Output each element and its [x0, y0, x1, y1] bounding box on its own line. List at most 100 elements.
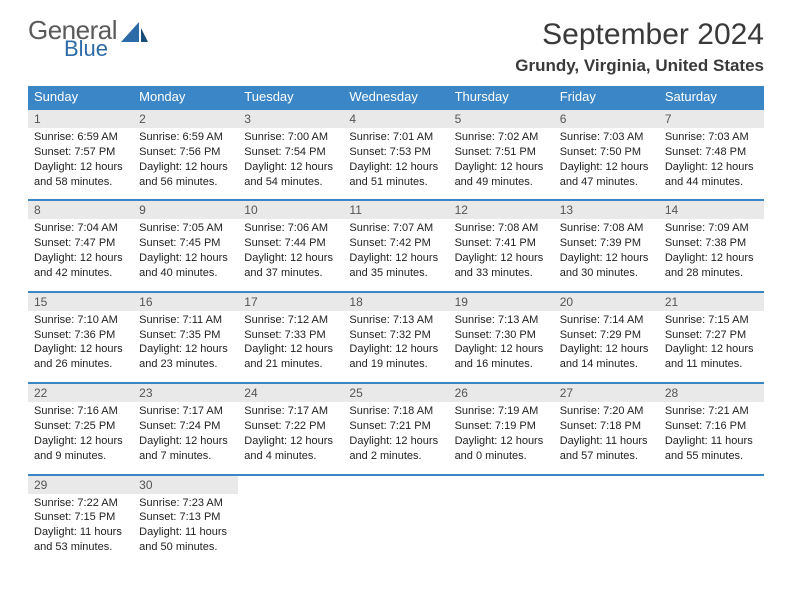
- day-info-cell: Sunrise: 7:22 AMSunset: 7:15 PMDaylight:…: [28, 494, 133, 565]
- day-info-cell: Sunrise: 7:20 AMSunset: 7:18 PMDaylight:…: [554, 402, 659, 474]
- daylight-line: Daylight: 12 hours and 9 minutes.: [34, 434, 127, 464]
- sunrise-line: Sunrise: 7:08 AM: [455, 221, 548, 236]
- daylight-line: Daylight: 12 hours and 26 minutes.: [34, 342, 127, 372]
- day-info-cell: Sunrise: 7:21 AMSunset: 7:16 PMDaylight:…: [659, 402, 764, 474]
- daylight-line: Daylight: 12 hours and 19 minutes.: [349, 342, 442, 372]
- date-cell: 5: [449, 109, 554, 128]
- empty-cell: [449, 494, 554, 565]
- day-info-cell: Sunrise: 7:17 AMSunset: 7:22 PMDaylight:…: [238, 402, 343, 474]
- sunset-line: Sunset: 7:47 PM: [34, 236, 127, 251]
- daylight-line: Daylight: 12 hours and 35 minutes.: [349, 251, 442, 281]
- day-info-cell: Sunrise: 7:18 AMSunset: 7:21 PMDaylight:…: [343, 402, 448, 474]
- date-cell: 27: [554, 383, 659, 402]
- date-cell: 25: [343, 383, 448, 402]
- sunset-line: Sunset: 7:32 PM: [349, 328, 442, 343]
- sunrise-line: Sunrise: 7:13 AM: [349, 313, 442, 328]
- sunrise-line: Sunrise: 7:05 AM: [139, 221, 232, 236]
- sunset-line: Sunset: 7:41 PM: [455, 236, 548, 251]
- daylight-line: Daylight: 12 hours and 30 minutes.: [560, 251, 653, 281]
- sunset-line: Sunset: 7:27 PM: [665, 328, 758, 343]
- sunset-line: Sunset: 7:30 PM: [455, 328, 548, 343]
- empty-cell: [343, 475, 448, 494]
- date-cell: 1: [28, 109, 133, 128]
- date-cell: 23: [133, 383, 238, 402]
- daylight-line: Daylight: 11 hours and 57 minutes.: [560, 434, 653, 464]
- sunset-line: Sunset: 7:36 PM: [34, 328, 127, 343]
- sunrise-line: Sunrise: 7:19 AM: [455, 404, 548, 419]
- page-header: General Blue September 2024 Grundy, Virg…: [28, 18, 764, 76]
- date-cell: 14: [659, 200, 764, 219]
- daylight-line: Daylight: 12 hours and 42 minutes.: [34, 251, 127, 281]
- day-header: Sunday: [28, 86, 133, 109]
- daylight-line: Daylight: 12 hours and 11 minutes.: [665, 342, 758, 372]
- day-info-cell: Sunrise: 6:59 AMSunset: 7:57 PMDaylight:…: [28, 128, 133, 200]
- sunset-line: Sunset: 7:56 PM: [139, 145, 232, 160]
- daylight-line: Daylight: 12 hours and 16 minutes.: [455, 342, 548, 372]
- daylight-line: Daylight: 12 hours and 37 minutes.: [244, 251, 337, 281]
- date-cell: 7: [659, 109, 764, 128]
- daylight-line: Daylight: 12 hours and 40 minutes.: [139, 251, 232, 281]
- sunset-line: Sunset: 7:24 PM: [139, 419, 232, 434]
- date-cell: 17: [238, 292, 343, 311]
- date-cell: 20: [554, 292, 659, 311]
- sunset-line: Sunset: 7:15 PM: [34, 510, 127, 525]
- empty-cell: [449, 475, 554, 494]
- day-header: Tuesday: [238, 86, 343, 109]
- sunset-line: Sunset: 7:29 PM: [560, 328, 653, 343]
- date-cell: 22: [28, 383, 133, 402]
- sunset-line: Sunset: 7:54 PM: [244, 145, 337, 160]
- sunrise-line: Sunrise: 6:59 AM: [139, 130, 232, 145]
- date-cell: 24: [238, 383, 343, 402]
- empty-cell: [554, 475, 659, 494]
- sunset-line: Sunset: 7:57 PM: [34, 145, 127, 160]
- sunset-line: Sunset: 7:50 PM: [560, 145, 653, 160]
- sunset-line: Sunset: 7:16 PM: [665, 419, 758, 434]
- day-info-cell: Sunrise: 7:03 AMSunset: 7:50 PMDaylight:…: [554, 128, 659, 200]
- sunrise-line: Sunrise: 7:17 AM: [244, 404, 337, 419]
- daylight-line: Daylight: 11 hours and 53 minutes.: [34, 525, 127, 555]
- date-cell: 26: [449, 383, 554, 402]
- day-info-cell: Sunrise: 7:01 AMSunset: 7:53 PMDaylight:…: [343, 128, 448, 200]
- sunrise-line: Sunrise: 7:03 AM: [560, 130, 653, 145]
- sunrise-line: Sunrise: 7:18 AM: [349, 404, 442, 419]
- sunrise-line: Sunrise: 7:22 AM: [34, 496, 127, 511]
- day-info-cell: Sunrise: 7:16 AMSunset: 7:25 PMDaylight:…: [28, 402, 133, 474]
- date-cell: 30: [133, 475, 238, 494]
- sunrise-line: Sunrise: 7:12 AM: [244, 313, 337, 328]
- sunrise-line: Sunrise: 7:04 AM: [34, 221, 127, 236]
- day-header: Friday: [554, 86, 659, 109]
- sunset-line: Sunset: 7:53 PM: [349, 145, 442, 160]
- date-cell: 4: [343, 109, 448, 128]
- date-cell: 10: [238, 200, 343, 219]
- date-cell: 8: [28, 200, 133, 219]
- daylight-line: Daylight: 12 hours and 2 minutes.: [349, 434, 442, 464]
- date-cell: 2: [133, 109, 238, 128]
- sunrise-line: Sunrise: 7:07 AM: [349, 221, 442, 236]
- sunrise-line: Sunrise: 7:14 AM: [560, 313, 653, 328]
- day-info-cell: Sunrise: 7:10 AMSunset: 7:36 PMDaylight:…: [28, 311, 133, 383]
- day-info-cell: Sunrise: 7:12 AMSunset: 7:33 PMDaylight:…: [238, 311, 343, 383]
- day-info-cell: Sunrise: 7:08 AMSunset: 7:39 PMDaylight:…: [554, 219, 659, 291]
- empty-cell: [659, 494, 764, 565]
- day-info-cell: Sunrise: 7:13 AMSunset: 7:30 PMDaylight:…: [449, 311, 554, 383]
- day-info-cell: Sunrise: 7:17 AMSunset: 7:24 PMDaylight:…: [133, 402, 238, 474]
- day-header: Saturday: [659, 86, 764, 109]
- sunset-line: Sunset: 7:48 PM: [665, 145, 758, 160]
- day-info-cell: Sunrise: 7:19 AMSunset: 7:19 PMDaylight:…: [449, 402, 554, 474]
- sunrise-line: Sunrise: 7:10 AM: [34, 313, 127, 328]
- day-info-cell: Sunrise: 6:59 AMSunset: 7:56 PMDaylight:…: [133, 128, 238, 200]
- sunset-line: Sunset: 7:18 PM: [560, 419, 653, 434]
- day-info-cell: Sunrise: 7:23 AMSunset: 7:13 PMDaylight:…: [133, 494, 238, 565]
- empty-cell: [238, 475, 343, 494]
- title-block: September 2024 Grundy, Virginia, United …: [515, 18, 764, 76]
- day-info-cell: Sunrise: 7:00 AMSunset: 7:54 PMDaylight:…: [238, 128, 343, 200]
- sunset-line: Sunset: 7:35 PM: [139, 328, 232, 343]
- sunrise-line: Sunrise: 7:17 AM: [139, 404, 232, 419]
- date-cell: 18: [343, 292, 448, 311]
- month-title: September 2024: [515, 18, 764, 52]
- date-cell: 9: [133, 200, 238, 219]
- sunrise-line: Sunrise: 7:16 AM: [34, 404, 127, 419]
- date-cell: 13: [554, 200, 659, 219]
- date-cell: 6: [554, 109, 659, 128]
- day-info-cell: Sunrise: 7:11 AMSunset: 7:35 PMDaylight:…: [133, 311, 238, 383]
